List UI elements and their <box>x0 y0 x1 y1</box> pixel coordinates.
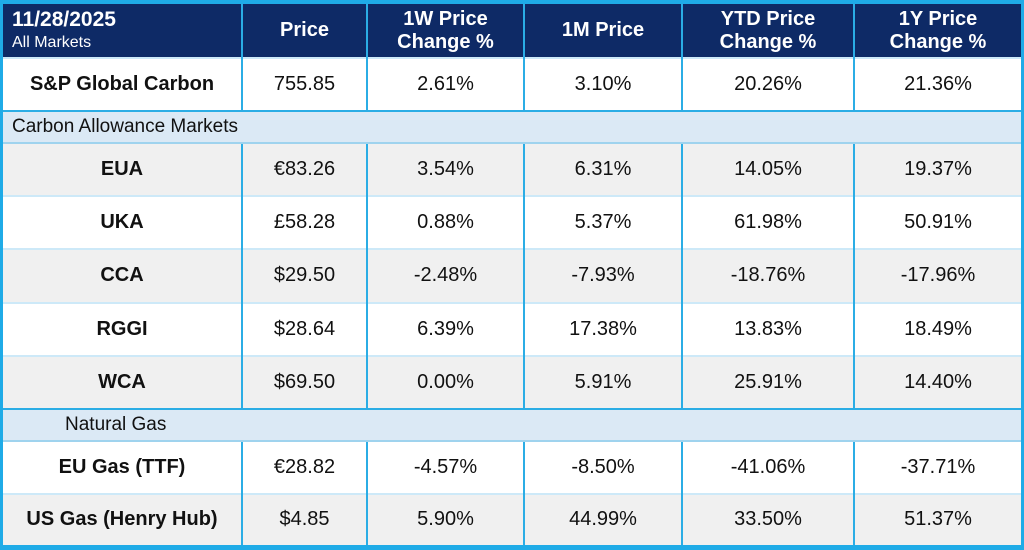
table-row: S&P Global Carbon 755.85 2.61% 3.10% 20.26% 2… <box>3 56 1021 112</box>
column-header-2: 1M Price <box>523 4 682 58</box>
value-cell-0: €28.82 <box>241 439 367 494</box>
value-cell-1: 0.88% <box>366 195 524 250</box>
market-name: EU Gas (TTF) <box>3 439 242 494</box>
column-header-line: 1M Price <box>561 19 645 41</box>
value-cell-0: $28.64 <box>241 301 367 356</box>
value-cell-3: 13.83% <box>681 301 854 356</box>
column-header-line: YTD Price <box>720 7 816 30</box>
value-cell-2: 3.10% <box>523 56 682 112</box>
value-cell-0: £58.28 <box>241 195 367 250</box>
column-header-line: Change % <box>397 30 494 53</box>
value-cell-0: $29.50 <box>241 248 367 303</box>
value-cell-2: -7.93% <box>523 248 682 303</box>
value-cell-1: -2.48% <box>366 248 524 303</box>
header-row: 11/28/2025 All Markets Price 1W Price Chan… <box>3 4 1021 58</box>
price-table-grid: 11/28/2025 All Markets Price 1W Price Chan… <box>3 4 1021 545</box>
market-name: RGGI <box>3 301 242 356</box>
column-header-1: 1W Price Change % <box>366 4 524 58</box>
section-row: Carbon Allowance Markets <box>3 110 1021 145</box>
table-row: WCA $69.50 0.00% 5.91% 25.91% 14.40% <box>3 354 1021 409</box>
value-cell-4: 50.91% <box>853 195 1021 250</box>
value-cell-2: 44.99% <box>523 492 682 545</box>
section-label: Carbon Allowance Markets <box>3 110 1021 145</box>
value-cell-4: -37.71% <box>853 439 1021 494</box>
value-cell-3: 33.50% <box>681 492 854 545</box>
value-cell-4: 14.40% <box>853 354 1021 409</box>
table-row: EUA €83.26 3.54% 6.31% 14.05% 19.37% <box>3 142 1021 197</box>
value-cell-1: 2.61% <box>366 56 524 112</box>
column-header-line: 1Y Price <box>898 7 978 30</box>
market-name: US Gas (Henry Hub) <box>3 492 242 545</box>
column-header-line: Change % <box>719 30 817 53</box>
column-header-3: YTD Price Change % <box>681 4 854 58</box>
table-row: RGGI $28.64 6.39% 17.38% 13.83% 18.49% <box>3 301 1021 356</box>
value-cell-2: 6.31% <box>523 142 682 197</box>
value-cell-1: 0.00% <box>366 354 524 409</box>
value-cell-1: 3.54% <box>366 142 524 197</box>
market-name: WCA <box>3 354 242 409</box>
header-corner-cell: 11/28/2025 All Markets <box>3 4 242 58</box>
market-name: EUA <box>3 142 242 197</box>
column-header-line: 1W Price <box>403 7 488 30</box>
market-name: UKA <box>3 195 242 250</box>
value-cell-2: 5.37% <box>523 195 682 250</box>
value-cell-3: -41.06% <box>681 439 854 494</box>
report-date: 11/28/2025 <box>12 8 116 32</box>
column-header-4: 1Y Price Change % <box>853 4 1021 58</box>
value-cell-0: $69.50 <box>241 354 367 409</box>
value-cell-0: $4.85 <box>241 492 367 545</box>
market-name: CCA <box>3 248 242 303</box>
table-row: UKA £58.28 0.88% 5.37% 61.98% 50.91% <box>3 195 1021 250</box>
market-scope-label: All Markets <box>12 34 92 52</box>
value-cell-3: 20.26% <box>681 56 854 112</box>
table-row: US Gas (Henry Hub) $4.85 5.90% 44.99% 33.50%… <box>3 492 1021 545</box>
value-cell-4: 21.36% <box>853 56 1021 112</box>
value-cell-1: -4.57% <box>366 439 524 494</box>
value-cell-3: 25.91% <box>681 354 854 409</box>
value-cell-2: -8.50% <box>523 439 682 494</box>
value-cell-1: 6.39% <box>366 301 524 356</box>
column-header-0: Price <box>241 4 367 58</box>
section-row: Natural Gas <box>3 407 1021 442</box>
column-header-line: Change % <box>889 30 987 53</box>
value-cell-4: -17.96% <box>853 248 1021 303</box>
value-cell-1: 5.90% <box>366 492 524 545</box>
table-row: EU Gas (TTF) €28.82 -4.57% -8.50% -41.06% -37… <box>3 439 1021 494</box>
value-cell-3: -18.76% <box>681 248 854 303</box>
value-cell-3: 14.05% <box>681 142 854 197</box>
column-header-line: Price <box>280 19 329 41</box>
value-cell-2: 17.38% <box>523 301 682 356</box>
market-name: S&P Global Carbon <box>3 56 242 112</box>
table-row: CCA $29.50 -2.48% -7.93% -18.76% -17.96% <box>3 248 1021 303</box>
value-cell-4: 19.37% <box>853 142 1021 197</box>
value-cell-4: 51.37% <box>853 492 1021 545</box>
value-cell-2: 5.91% <box>523 354 682 409</box>
section-label: Natural Gas <box>3 407 1021 442</box>
value-cell-0: €83.26 <box>241 142 367 197</box>
value-cell-4: 18.49% <box>853 301 1021 356</box>
value-cell-3: 61.98% <box>681 195 854 250</box>
value-cell-0: 755.85 <box>241 56 367 112</box>
